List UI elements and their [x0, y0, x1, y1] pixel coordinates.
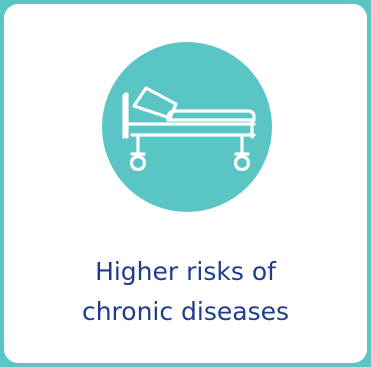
- info-card: Higher risks of chronic diseases: [4, 4, 367, 363]
- icon-circle: [102, 42, 272, 212]
- caption: Higher risks of chronic diseases: [4, 252, 367, 332]
- caption-line-2: chronic diseases: [81, 297, 290, 326]
- caption-line-1: Higher risks of: [95, 257, 276, 286]
- hospital-bed-icon: [122, 86, 256, 172]
